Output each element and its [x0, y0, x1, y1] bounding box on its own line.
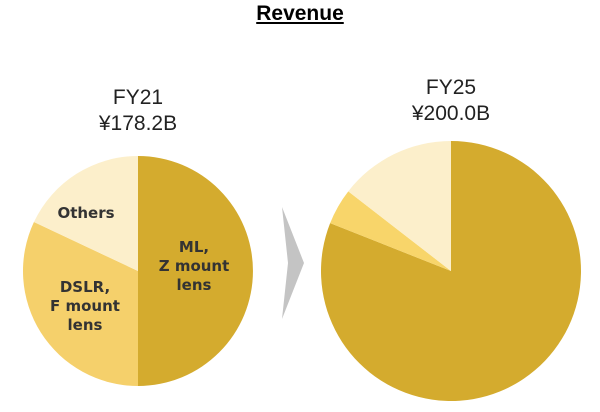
fy21-slice-label-1: DSLR, F mount lens — [50, 278, 120, 334]
transition-arrow-icon — [282, 207, 304, 319]
fy21-slice-0 — [138, 156, 253, 386]
fy25-slice-2 — [348, 141, 451, 271]
fy21-pie: ML, Z mount lens DSLR, F mount lens Others — [22, 155, 253, 386]
fy25-year-label: FY25 — [425, 76, 477, 99]
fy21-slice-label-0: ML, Z mount lens — [159, 238, 230, 294]
chart-title: Revenue — [256, 2, 344, 25]
fy25-slice-0 — [320, 141, 581, 401]
fy25-pie — [320, 141, 581, 401]
fy21-slice-2 — [33, 155, 138, 271]
fy21-slice-label-2: Others — [57, 204, 114, 222]
fy25-header: FY25 ¥200.0B — [381, 75, 521, 127]
fy21-slice-1 — [22, 222, 139, 386]
fy21-revenue-label: ¥178.2B — [98, 112, 178, 135]
fy21-year-label: FY21 — [112, 86, 164, 109]
fy25-revenue-label: ¥200.0B — [411, 102, 491, 125]
fy25-slice-1 — [330, 191, 451, 271]
fy21-header: FY21 ¥178.2B — [68, 85, 208, 137]
